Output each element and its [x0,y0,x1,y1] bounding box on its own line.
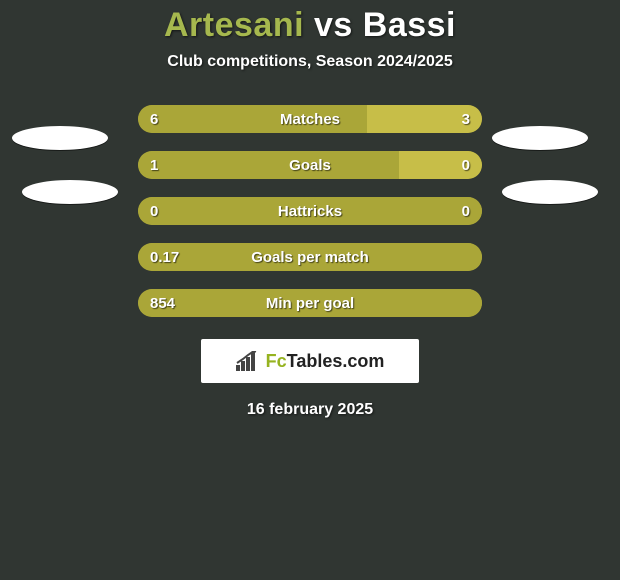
logo-chart-icon [236,351,260,371]
stat-bar-row: 00Hattricks [138,197,482,225]
logo-text-rest: Tables.com [287,351,385,371]
logo-text: FcTables.com [266,351,385,372]
stat-bar-row: 10Goals [138,151,482,179]
content-wrapper: Artesani vs Bassi Club competitions, Sea… [0,0,620,419]
logo-box: FcTables.com [201,339,419,383]
player-a-name: Artesani [164,6,304,44]
stat-bar-row: 0.17Goals per match [138,243,482,271]
player-b-name: Bassi [363,6,456,44]
stat-label: Hattricks [138,197,482,225]
logo-text-prefix: Fc [266,351,287,371]
stat-label: Goals [138,151,482,179]
subtitle: Club competitions, Season 2024/2025 [167,53,452,71]
vs-separator: vs [304,6,363,44]
stat-bar-row: 854Min per goal [138,289,482,317]
stat-label: Goals per match [138,243,482,271]
date-text: 16 february 2025 [247,401,373,419]
stat-bar-row: 63Matches [138,105,482,133]
stat-label: Matches [138,105,482,133]
page-title: Artesani vs Bassi [164,6,456,45]
stat-label: Min per goal [138,289,482,317]
stats-area: 63Matches 10Goals 00Hattricks 0.17Goals per… [0,105,620,317]
stat-bars: 63Matches 10Goals 00Hattricks 0.17Goals per… [138,105,482,317]
